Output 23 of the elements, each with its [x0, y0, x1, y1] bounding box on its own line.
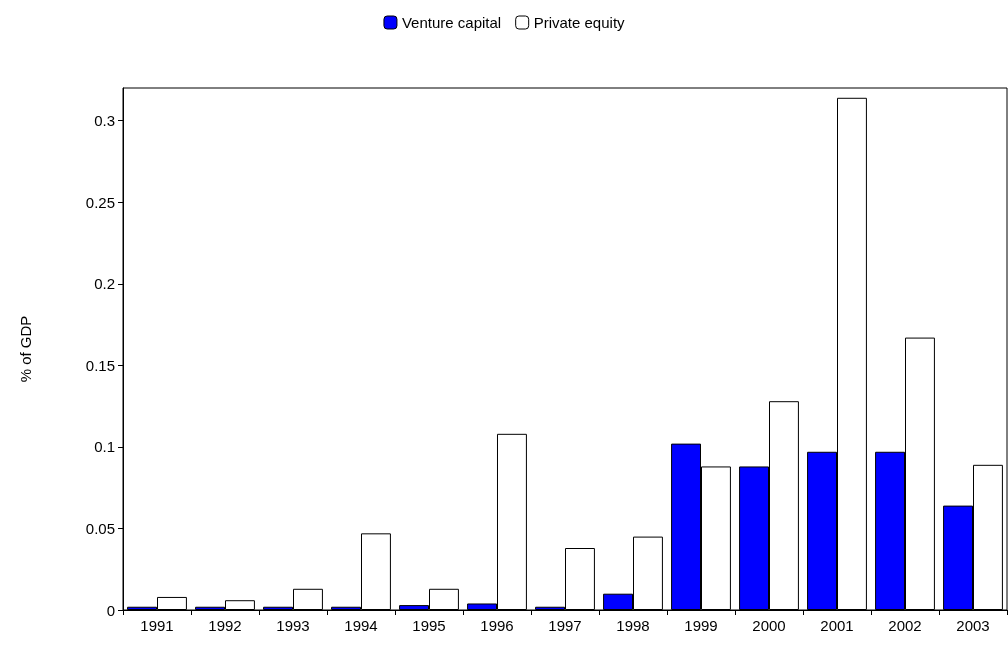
y-tick-label: 0.1 — [94, 438, 115, 456]
x-tick-label: 1999 — [684, 617, 718, 634]
y-tick-label: 0.05 — [85, 519, 115, 537]
x-tick-label: 1998 — [616, 617, 650, 634]
x-tick-label: 1991 — [140, 617, 174, 634]
x-tick-label: 2000 — [752, 617, 786, 634]
y-tick-label: 0.15 — [85, 356, 115, 374]
legend-label: Private equity — [533, 14, 626, 31]
x-tick-label: 1992 — [208, 617, 242, 634]
y-tick-label: 0.25 — [85, 193, 115, 211]
x-tick-label: 2002 — [888, 617, 922, 634]
legend-label: Venture capital — [401, 14, 502, 31]
y-tick-label: 0 — [106, 601, 115, 619]
x-tick-label: 1993 — [276, 617, 310, 634]
x-tick-label: 2001 — [820, 617, 854, 634]
x-tick-label: 1994 — [344, 617, 378, 634]
y-axis-title: % of GDP — [17, 315, 34, 383]
y-tick-label: 0.2 — [94, 275, 115, 293]
x-tick-label: 1995 — [412, 617, 446, 634]
x-tick-label: 1997 — [548, 617, 582, 634]
x-tick-label: 1996 — [480, 617, 514, 634]
x-tick-label: 2003 — [956, 617, 990, 634]
y-tick-label: 0.3 — [94, 112, 115, 130]
